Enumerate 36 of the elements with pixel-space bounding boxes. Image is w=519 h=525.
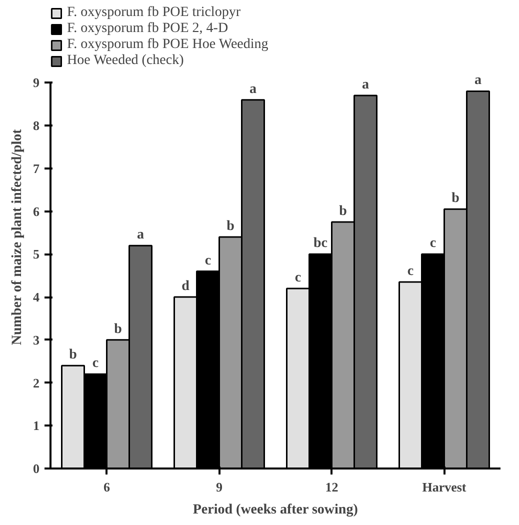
x-tick-label: Harvest [422,480,467,494]
x-axis-title: Period (weeks after sowing) [192,502,358,518]
y-tick-label: 3 [33,332,40,348]
x-tick-label: 12 [325,480,338,494]
data-label: b [114,322,122,337]
data-label: d [182,279,190,294]
legend-label: Hoe Weeded (check) [67,53,184,69]
y-tick-label: 8 [33,118,40,134]
x-tick-label: 6 [104,480,110,494]
data-label: b [226,219,235,234]
y-tick-label: 5 [33,246,40,262]
data-label: c [294,270,302,286]
data-label: b [339,204,348,219]
x-tick-label: 9 [216,480,223,494]
y-tick-label: 1 [33,418,40,434]
data-label: a [137,228,144,243]
y-tick-label: 7 [33,160,40,176]
data-label: c [430,236,436,252]
data-label: bc [314,236,328,252]
data-label: b [69,348,78,363]
data-label: a [362,78,369,93]
y-axis-title: Number of maize plant infected/plot [10,128,25,346]
y-tick-label: 9 [33,75,40,90]
data-label: a [474,73,482,88]
data-label: c [204,253,212,268]
y-tick-label: 0 [33,461,40,476]
y-tick-label: 4 [33,290,40,305]
data-label: c [92,356,99,372]
y-tick-label: 6 [33,204,40,219]
legend-label: F. oxysporum fb POE triclopyr [67,5,240,21]
legend-label: F. oxysporum fb POE Hoe Weeding [67,37,268,53]
data-label: c [407,264,414,280]
legend-label: F. oxysporum fb POE 2, 4-D [67,21,228,37]
data-label: a [250,82,256,97]
data-label: b [452,191,460,206]
y-tick-label: 2 [33,375,40,390]
